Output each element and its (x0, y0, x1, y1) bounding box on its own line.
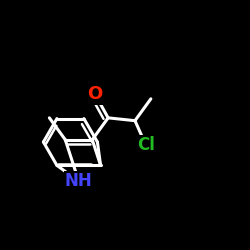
Text: O: O (88, 85, 103, 103)
Text: NH: NH (65, 172, 92, 190)
Text: Cl: Cl (137, 136, 155, 154)
